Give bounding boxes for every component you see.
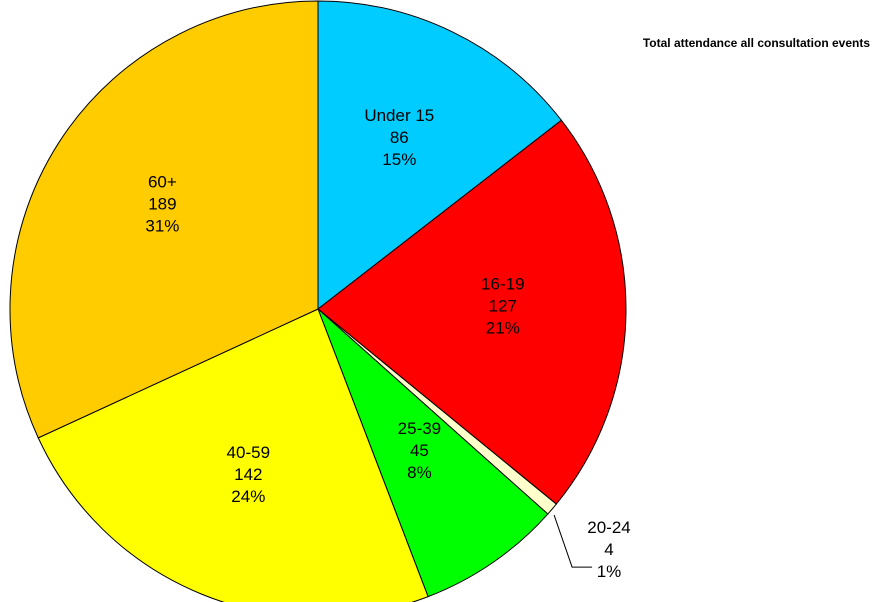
- pie-slice-60-plus: [9, 0, 319, 439]
- chart-title: Total attendance all consultation events: [643, 36, 870, 50]
- pie-slice-under-15: [317, 0, 563, 311]
- data-label-20-24: 20-24 4 1%: [587, 518, 630, 581]
- data-label-25-39: 25-39 45 8%: [398, 419, 441, 482]
- leader-line-20-24: [553, 514, 593, 568]
- pie-slice-40-59: [37, 308, 429, 602]
- data-label-16-19: 16-19 127 21%: [481, 274, 524, 337]
- pie-slice-16-19: [317, 119, 627, 505]
- data-label-under-15: Under 15 86 15%: [364, 106, 434, 169]
- data-label-60-plus: 60+ 189 31%: [145, 172, 179, 235]
- pie-slice-25-39: [317, 308, 549, 598]
- data-label-40-59: 40-59 142 24%: [227, 443, 270, 506]
